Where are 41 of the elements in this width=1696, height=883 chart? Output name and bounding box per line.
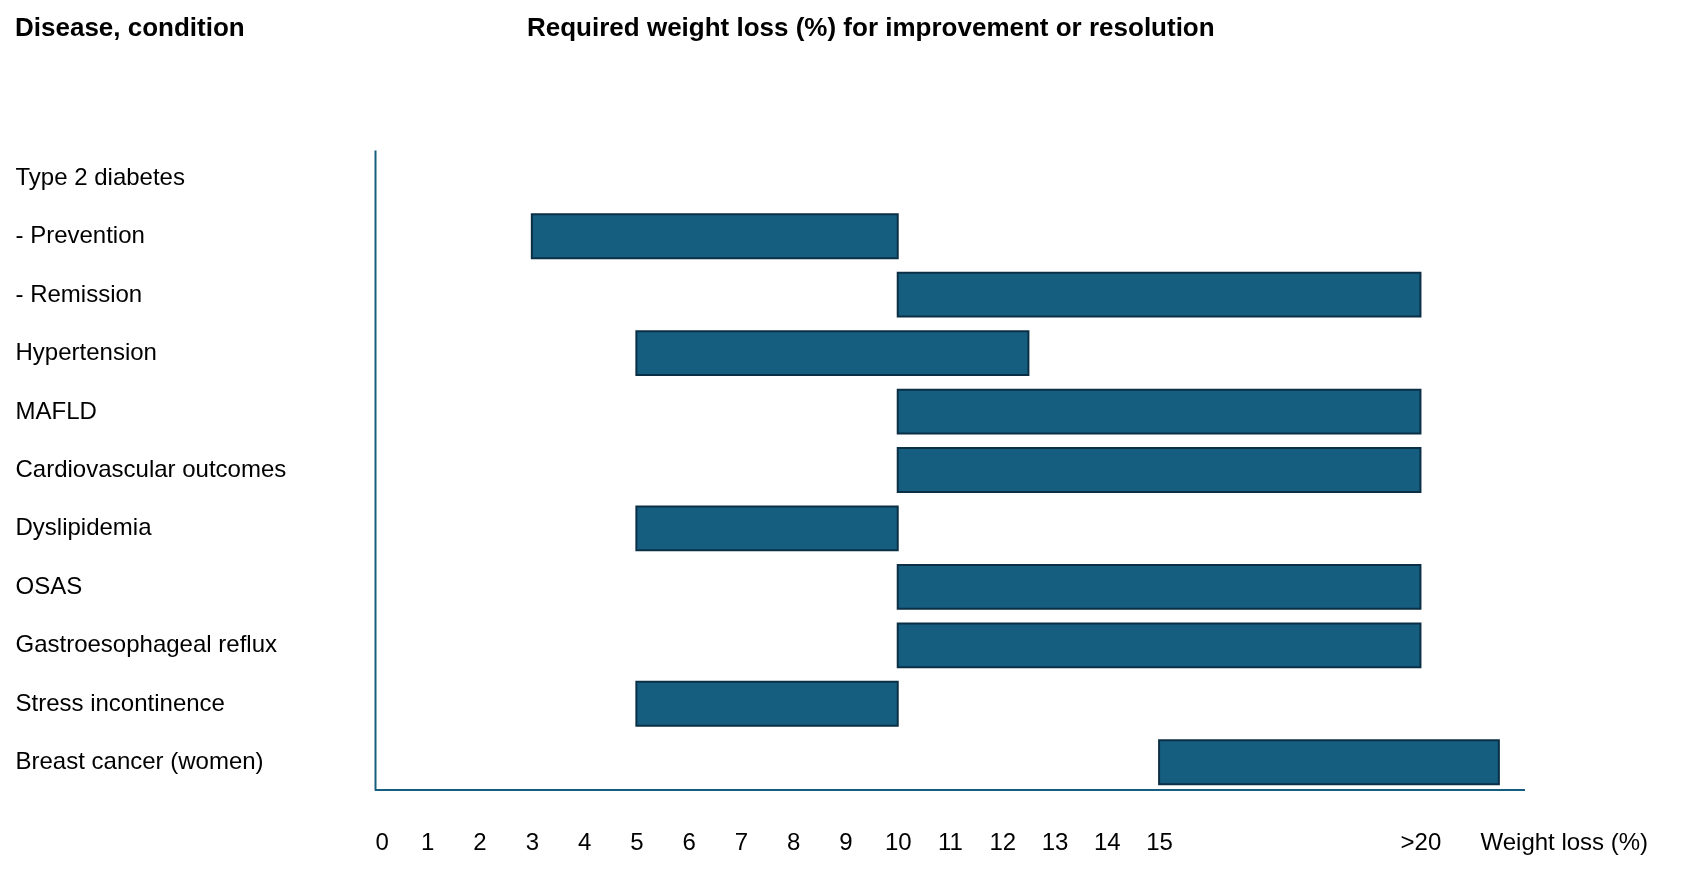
y-tick-label: MAFLD <box>15 396 97 424</box>
bar <box>896 271 1422 318</box>
x-tick-label: 1 <box>421 827 435 855</box>
y-tick-label: Hypertension <box>15 338 157 366</box>
x-tick-label: 14 <box>1093 827 1121 855</box>
bar <box>896 622 1422 669</box>
x-tick-label: 7 <box>734 827 749 855</box>
x-tick-label: 13 <box>1041 827 1069 855</box>
y-tick-label: Stress incontinence <box>15 688 225 716</box>
x-tick-label: >20 <box>1400 827 1442 855</box>
y-tick-label: Dyslipidemia <box>15 513 153 541</box>
y-tick-label: Breast cancer (women) <box>15 747 264 775</box>
y-tick-label: Gastroesophageal reflux <box>15 630 277 658</box>
bar <box>896 388 1422 435</box>
y-tick-label: OSAS <box>15 571 83 599</box>
x-tick-label: 2 <box>473 827 487 855</box>
chart-title: Required weight loss (%) for improvement or resolution <box>527 12 1215 42</box>
x-tick-label: 4 <box>577 827 592 855</box>
y-axis-title: Disease, condition <box>15 12 245 42</box>
x-tick-label: 15 <box>1146 827 1173 855</box>
bar <box>635 330 1030 377</box>
bar <box>896 563 1422 610</box>
y-tick-label: Cardiovascular outcomes <box>15 455 287 482</box>
bar <box>635 505 899 552</box>
bar <box>635 680 899 727</box>
y-tick-label: - Prevention <box>15 221 145 249</box>
y-tick-label: - Remission <box>15 279 143 307</box>
x-tick-label: 9 <box>839 827 853 855</box>
x-tick-label: 11 <box>938 827 963 855</box>
x-tick-label: 10 <box>884 827 912 855</box>
x-tick-label: 3 <box>525 827 539 855</box>
bar <box>896 447 1422 493</box>
x-tick-label: 8 <box>787 827 801 855</box>
x-tick-label: 12 <box>989 827 1017 855</box>
x-axis-title: Weight loss (%) <box>1480 827 1649 855</box>
x-tick-label: 0 <box>375 827 389 855</box>
y-tick-label: Type 2 diabetes <box>15 162 185 190</box>
bar <box>530 213 899 260</box>
x-tick-label: 6 <box>682 827 696 855</box>
bar <box>1158 739 1500 786</box>
x-tick-label: 5 <box>630 827 644 855</box>
